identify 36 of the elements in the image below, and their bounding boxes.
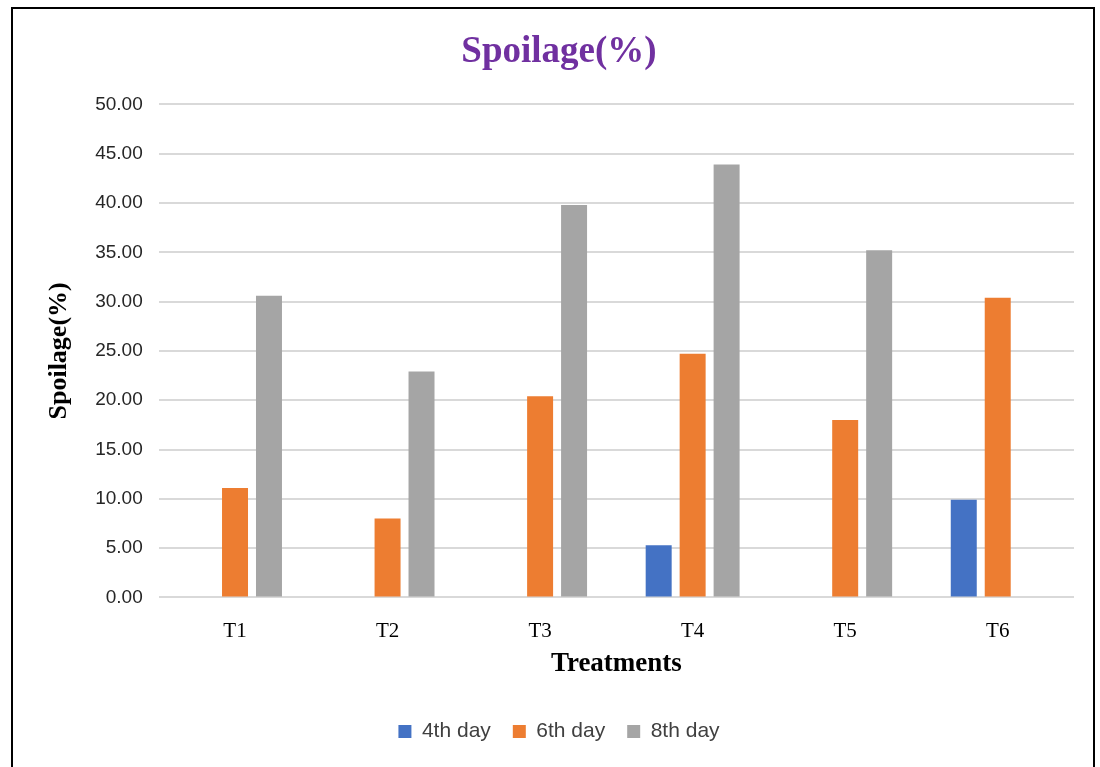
y-tick-label: 30.00 xyxy=(95,289,143,311)
bar xyxy=(408,371,435,597)
bar xyxy=(679,353,706,597)
y-tick-label: 5.00 xyxy=(105,536,143,558)
chart-title: Spoilage(%) xyxy=(461,28,657,71)
legend-label: 8th day xyxy=(650,718,721,742)
bar xyxy=(645,545,672,597)
y-tick-label: 40.00 xyxy=(95,191,143,213)
bar xyxy=(374,518,401,597)
bar xyxy=(832,419,859,597)
y-axis-title: Spoilage(%) xyxy=(43,282,73,420)
x-tick-label: T1 xyxy=(223,617,247,642)
x-tick-label: T6 xyxy=(986,617,1010,642)
y-tick-label: 25.00 xyxy=(95,339,143,361)
bar xyxy=(866,250,893,597)
bar xyxy=(984,297,1011,597)
x-axis-title: Treatments xyxy=(550,646,682,677)
bar xyxy=(527,396,554,597)
y-tick-label: 35.00 xyxy=(95,240,143,262)
bar xyxy=(222,487,249,597)
bar xyxy=(561,204,588,597)
y-tick-label: 45.00 xyxy=(95,141,143,163)
y-tick-label: 15.00 xyxy=(95,437,143,459)
bar xyxy=(713,164,740,597)
x-tick-label: T2 xyxy=(375,617,400,642)
legend-label: 4th day xyxy=(421,718,492,742)
y-tick-label: 10.00 xyxy=(95,487,143,509)
y-tick-label: 0.00 xyxy=(105,585,143,607)
x-tick-label: T3 xyxy=(528,617,552,642)
y-tick-label: 20.00 xyxy=(95,388,143,410)
bar xyxy=(950,499,977,597)
legend-label: 6th day xyxy=(536,718,606,742)
bar xyxy=(255,295,282,597)
x-tick-label: T5 xyxy=(833,617,857,642)
y-tick-label: 50.00 xyxy=(95,92,143,114)
x-tick-label: T4 xyxy=(680,617,705,642)
